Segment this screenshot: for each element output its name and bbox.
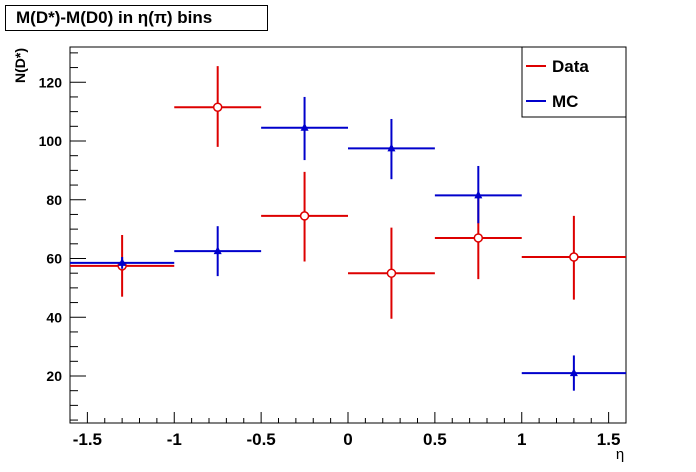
- data-point: [473, 233, 484, 243]
- x-tick-label: 0.5: [423, 430, 447, 449]
- data-point: [300, 122, 309, 131]
- data-point: [387, 143, 396, 152]
- x-tick-label: 1: [517, 430, 526, 449]
- y-axis-label: N(D*): [12, 48, 28, 83]
- legend: Data MC: [521, 46, 627, 118]
- x-tick-label: -0.5: [246, 430, 275, 449]
- y-tick-label: 40: [46, 309, 62, 325]
- axes: -1.5 -1 -0.5 0 0.5 1 1.5 20 40 60 80 100 120: [39, 52, 627, 449]
- chart-marks: [70, 66, 626, 391]
- x-axis-label: η: [616, 446, 624, 463]
- data-point: [474, 190, 483, 199]
- data-point: [299, 211, 310, 221]
- x-tick-label: 0: [343, 430, 352, 449]
- data-point: [569, 368, 578, 377]
- data-point: [386, 268, 397, 278]
- y-tick-label: 100: [39, 133, 63, 149]
- y-tick-label: 60: [46, 251, 62, 267]
- data-point: [213, 246, 222, 255]
- legend-box: [521, 46, 627, 118]
- x-tick-label: -1.5: [73, 430, 102, 449]
- data-point: [569, 252, 579, 262]
- y-tick-label: 120: [39, 74, 63, 90]
- x-tick-label: -1: [167, 430, 182, 449]
- series-mc: [70, 96, 626, 391]
- chart-title: M(D*)-M(D0) in η(π) bins: [5, 5, 268, 31]
- data-point: [212, 102, 223, 112]
- data-point: [118, 257, 127, 266]
- x-tick-label: 1.5: [597, 430, 621, 449]
- legend-label: MC: [552, 92, 578, 111]
- y-tick-label: 80: [46, 192, 62, 208]
- legend-label: Data: [552, 57, 589, 76]
- y-tick-label: 20: [46, 368, 62, 384]
- series-data: [70, 66, 626, 319]
